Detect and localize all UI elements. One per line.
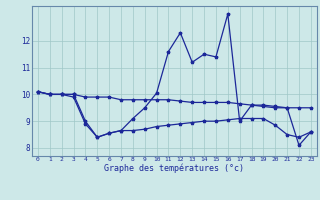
X-axis label: Graphe des températures (°c): Graphe des températures (°c) [104, 164, 244, 173]
